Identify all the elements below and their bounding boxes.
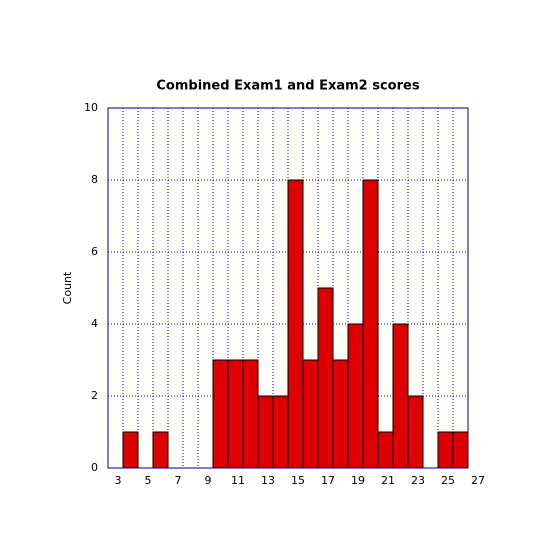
bar: [227, 359, 244, 469]
x-tick-label: 19: [351, 474, 365, 487]
y-tick-label: 0: [91, 461, 98, 474]
plot-border: [107, 107, 469, 469]
bar: [212, 359, 229, 469]
x-tick-label: 15: [291, 474, 305, 487]
x-tick-label: 13: [261, 474, 275, 487]
x-tick-label: 3: [115, 474, 122, 487]
bar: [407, 395, 424, 469]
bar: [392, 323, 409, 469]
x-tick-label: 27: [471, 474, 485, 487]
bar: [452, 431, 469, 469]
bar: [257, 395, 274, 469]
bar: [332, 359, 349, 469]
x-tick-label: 21: [381, 474, 395, 487]
bar: [287, 179, 304, 469]
chart-title: Combined Exam1 and Exam2 scores: [156, 79, 419, 94]
y-tick-label: 8: [91, 173, 98, 186]
bar: [362, 179, 379, 469]
bar: [302, 359, 319, 469]
bar: [377, 431, 394, 469]
bar: [347, 323, 364, 469]
x-tick-label: 7: [175, 474, 182, 487]
y-tick-label: 6: [91, 245, 98, 258]
y-axis-label: Count: [61, 271, 74, 304]
bar: [242, 359, 259, 469]
x-tick-label: 25: [441, 474, 455, 487]
x-tick-label: 9: [205, 474, 212, 487]
bar: [317, 287, 334, 469]
y-tick-label: 10: [84, 101, 98, 114]
bar: [272, 395, 289, 469]
x-tick-label: 23: [411, 474, 425, 487]
x-tick-label: 17: [321, 474, 335, 487]
y-tick-label: 2: [91, 389, 98, 402]
bar: [437, 431, 454, 469]
bar: [152, 431, 169, 469]
x-tick-label: 11: [231, 474, 245, 487]
bar: [122, 431, 139, 469]
x-tick-label: 5: [145, 474, 152, 487]
y-tick-label: 4: [91, 317, 98, 330]
